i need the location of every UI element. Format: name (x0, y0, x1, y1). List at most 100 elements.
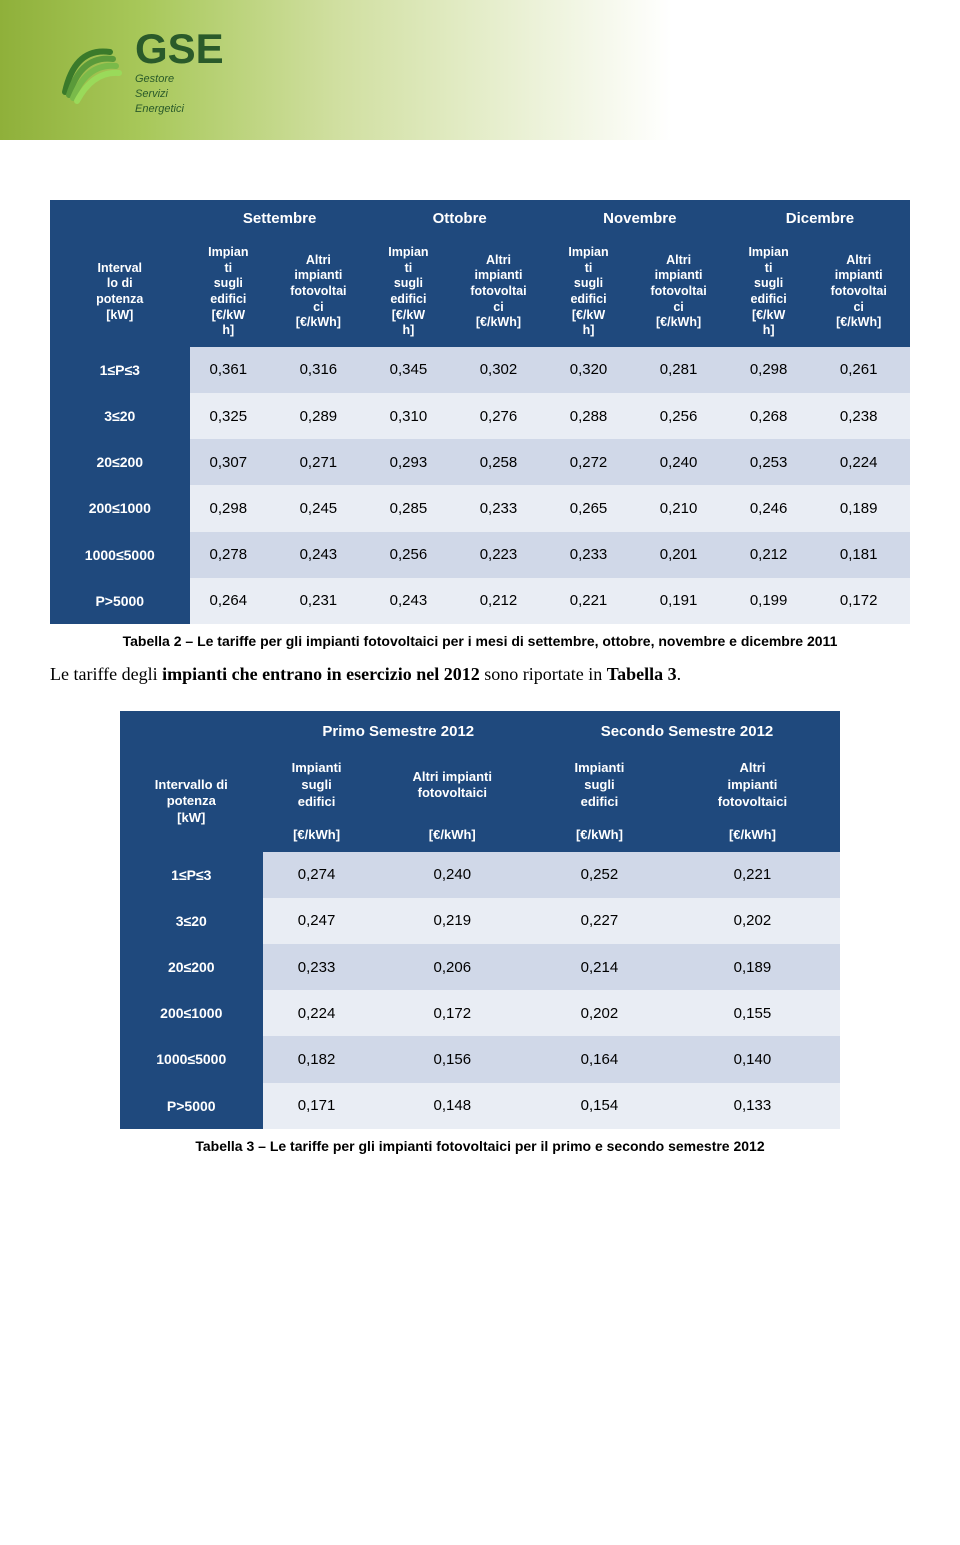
cell: 0,189 (807, 485, 910, 531)
cell: 0,245 (267, 485, 370, 531)
cell: 0,201 (627, 532, 730, 578)
cell: 0,240 (627, 439, 730, 485)
cell: 0,233 (550, 532, 628, 578)
cell: 0,264 (190, 578, 268, 624)
col-header: Impiantisugliedifici (263, 752, 371, 819)
cell: 0,325 (190, 393, 268, 439)
cell: 0,247 (263, 898, 371, 944)
cell: 0,212 (730, 532, 808, 578)
cell: 0,256 (370, 532, 448, 578)
cell: 0,240 (371, 852, 534, 898)
row-label: 1000≤5000 (120, 1036, 263, 1082)
semester-header: Secondo Semestre 2012 (534, 711, 840, 752)
cell: 0,219 (371, 898, 534, 944)
cell: 0,261 (807, 347, 910, 393)
cell: 0,133 (665, 1083, 840, 1129)
logo-sub3: Energetici (135, 103, 224, 115)
cell: 0,268 (730, 393, 808, 439)
cell: 0,155 (665, 990, 840, 1036)
col-header: Impiantisugliedifici[€/kWh] (370, 237, 448, 347)
table-row: 200≤10000,2980,2450,2850,2330,2650,2100,… (50, 485, 910, 531)
cell: 0,212 (447, 578, 550, 624)
cell: 0,281 (627, 347, 730, 393)
table2-caption: Tabella 3 – Le tariffe per gli impianti … (50, 1137, 910, 1155)
cell: 0,140 (665, 1036, 840, 1082)
col-header: Impiantisugliedifici (534, 752, 665, 819)
tariff-table-2012: Primo Semestre 2012 Secondo Semestre 201… (120, 711, 840, 1129)
cell: 0,223 (447, 532, 550, 578)
col-header: Impiantisugliedifici[€/kWh] (190, 237, 268, 347)
cell: 0,271 (267, 439, 370, 485)
cell: 0,231 (267, 578, 370, 624)
col-header: Altriimpiantifotovoltaici (665, 752, 840, 819)
cell: 0,274 (263, 852, 371, 898)
cell: 0,310 (370, 393, 448, 439)
logo-main-text: GSE (135, 28, 224, 70)
cell: 0,302 (447, 347, 550, 393)
cell: 0,246 (730, 485, 808, 531)
row-label: 1≤P≤3 (120, 852, 263, 898)
table-row: P>50000,1710,1480,1540,133 (120, 1083, 840, 1129)
cell: 0,307 (190, 439, 268, 485)
cell: 0,206 (371, 944, 534, 990)
cell: 0,221 (550, 578, 628, 624)
row-header-label: Intervallo dipotenza[kW] (120, 752, 263, 852)
cell: 0,252 (534, 852, 665, 898)
row-label: 200≤1000 (50, 485, 190, 531)
cell: 0,243 (267, 532, 370, 578)
col-header: Altriimpiantifotovoltaici[€/kWh] (447, 237, 550, 347)
logo-sub1: Gestore (135, 73, 224, 85)
table-row: 1≤P≤30,3610,3160,3450,3020,3200,2810,298… (50, 347, 910, 393)
cell: 0,298 (730, 347, 808, 393)
cell: 0,293 (370, 439, 448, 485)
row-header-label: Intervallo dipotenza[kW] (50, 237, 190, 347)
logo-swirl-icon (55, 37, 125, 107)
cell: 0,189 (665, 944, 840, 990)
row-label: 3≤20 (120, 898, 263, 944)
unit-header: [€/kWh] (534, 819, 665, 852)
col-header: Altri impiantifotovoltaici (371, 752, 534, 819)
cell: 0,164 (534, 1036, 665, 1082)
header-banner: GSE Gestore Servizi Energetici (0, 0, 960, 140)
row-label: 3≤20 (50, 393, 190, 439)
table-row: 1000≤50000,1820,1560,1640,140 (120, 1036, 840, 1082)
cell: 0,221 (665, 852, 840, 898)
unit-header: [€/kWh] (665, 819, 840, 852)
blank-corner (50, 200, 190, 237)
cell: 0,285 (370, 485, 448, 531)
cell: 0,243 (370, 578, 448, 624)
cell: 0,214 (534, 944, 665, 990)
col-header: Impiantisugliedifici[€/kWh] (730, 237, 808, 347)
cell: 0,272 (550, 439, 628, 485)
logo-sub2: Servizi (135, 88, 224, 100)
cell: 0,345 (370, 347, 448, 393)
table-row: P>50000,2640,2310,2430,2120,2210,1910,19… (50, 578, 910, 624)
table-row: 1≤P≤30,2740,2400,2520,221 (120, 852, 840, 898)
cell: 0,148 (371, 1083, 534, 1129)
cell: 0,156 (371, 1036, 534, 1082)
cell: 0,181 (807, 532, 910, 578)
cell: 0,171 (263, 1083, 371, 1129)
logo: GSE Gestore Servizi Energetici (55, 28, 224, 115)
cell: 0,233 (447, 485, 550, 531)
cell: 0,258 (447, 439, 550, 485)
cell: 0,199 (730, 578, 808, 624)
blank-corner (120, 711, 263, 752)
col-header: Altriimpiantifotovoltaici[€/kWh] (627, 237, 730, 347)
cell: 0,224 (807, 439, 910, 485)
cell: 0,278 (190, 532, 268, 578)
cell: 0,191 (627, 578, 730, 624)
row-label: P>5000 (120, 1083, 263, 1129)
cell: 0,265 (550, 485, 628, 531)
cell: 0,210 (627, 485, 730, 531)
table-row: 1000≤50000,2780,2430,2560,2230,2330,2010… (50, 532, 910, 578)
cell: 0,288 (550, 393, 628, 439)
cell: 0,316 (267, 347, 370, 393)
table-row: 200≤10000,2240,1720,2020,155 (120, 990, 840, 1036)
cell: 0,320 (550, 347, 628, 393)
row-label: 20≤200 (50, 439, 190, 485)
col-header: Altriimpiantifotovoltaici[€/kWh] (267, 237, 370, 347)
unit-header: [€/kWh] (263, 819, 371, 852)
cell: 0,233 (263, 944, 371, 990)
cell: 0,182 (263, 1036, 371, 1082)
